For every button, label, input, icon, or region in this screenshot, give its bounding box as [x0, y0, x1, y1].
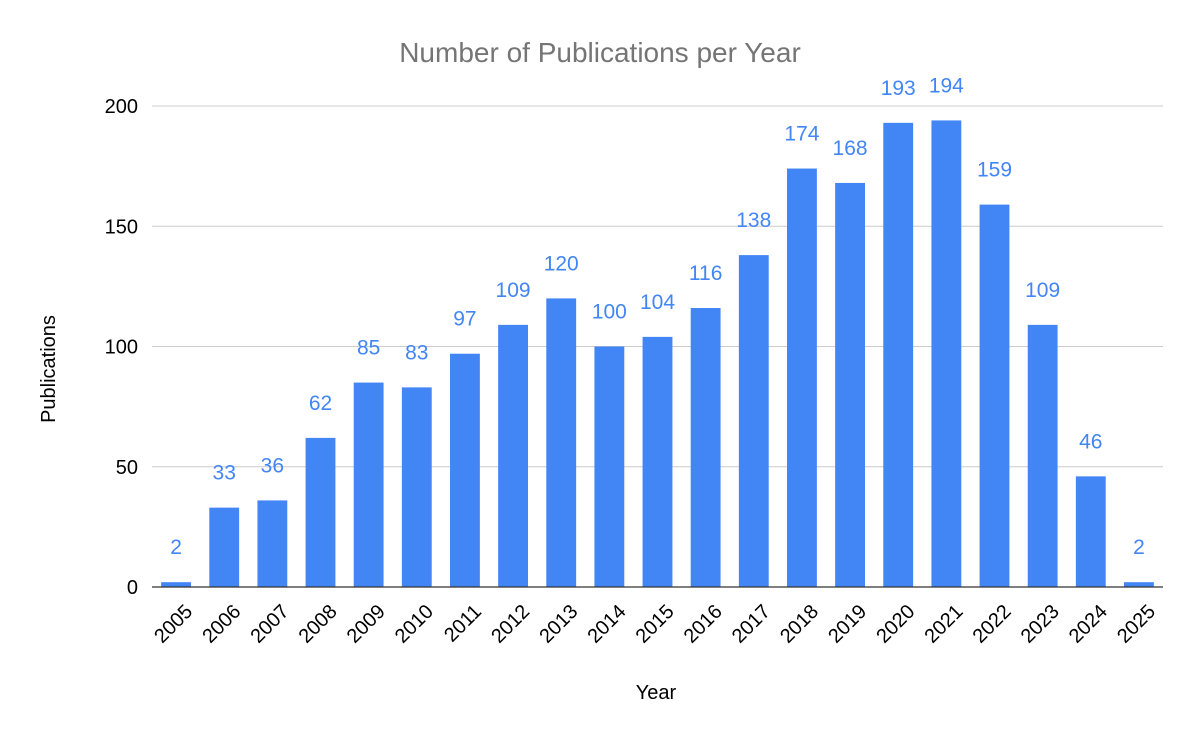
x-tick-label: 2016 — [680, 601, 727, 648]
bar-2011 — [450, 353, 480, 587]
data-label-2018: 174 — [784, 123, 819, 146]
x-tick-label: 2023 — [1017, 601, 1064, 648]
x-axis-label: Year — [636, 682, 677, 704]
bar-2008 — [305, 437, 336, 587]
data-label-2021: 194 — [929, 74, 964, 97]
x-tick-label: 2010 — [391, 601, 438, 648]
x-tick-label: 2006 — [198, 601, 245, 648]
x-tick-label: 2017 — [728, 601, 775, 648]
data-label-2015: 104 — [640, 291, 675, 314]
x-tick-label: 2015 — [632, 601, 679, 648]
data-label-2023: 109 — [1025, 279, 1060, 302]
x-tick-label: 2014 — [583, 601, 630, 648]
data-label-2010: 83 — [405, 341, 428, 364]
y-axis-ticks: 0 50 100 150 200 — [105, 96, 138, 599]
bar-2017 — [738, 255, 769, 588]
bar-2005 — [161, 582, 191, 587]
data-label-2024: 46 — [1079, 430, 1102, 453]
bar-2025 — [1124, 582, 1154, 587]
chart-title: Number of Publications per Year — [399, 37, 801, 68]
data-label-2008: 62 — [309, 392, 332, 415]
data-label-2013: 120 — [544, 252, 579, 275]
x-tick-label: 2020 — [872, 601, 919, 648]
bar-2010 — [401, 387, 432, 587]
bars — [161, 120, 1154, 588]
bar-2014 — [594, 346, 625, 587]
bar-2007 — [257, 500, 288, 587]
x-tick-label: 2013 — [535, 601, 582, 648]
bar-2015 — [642, 336, 673, 587]
data-label-2019: 168 — [833, 137, 868, 160]
data-label-2020: 193 — [881, 77, 916, 100]
bar-2018 — [787, 168, 817, 587]
x-tick-label: 2024 — [1065, 601, 1112, 648]
x-tick-label: 2018 — [776, 601, 823, 648]
x-tick-label: 2012 — [487, 601, 534, 648]
data-label-2006: 33 — [213, 462, 236, 485]
bar-2013 — [546, 298, 577, 587]
data-label-2025: 2 — [1133, 536, 1145, 559]
x-tick-label: 2005 — [150, 601, 197, 648]
data-label-2022: 159 — [977, 159, 1012, 182]
y-tick-label: 200 — [105, 96, 138, 118]
bar-2020 — [883, 122, 914, 588]
data-label-2016: 116 — [689, 262, 722, 285]
data-labels: 2 33 36 62 85 83 97 109 120 100 104 116 138 174 168 193… — [170, 74, 1145, 559]
data-label-2011: 97 — [453, 308, 476, 331]
bar-2012 — [498, 324, 528, 587]
data-label-2005: 2 — [170, 536, 182, 559]
x-tick-label: 2021 — [920, 601, 967, 648]
data-label-2009: 85 — [357, 337, 380, 360]
x-axis-ticks: 2005 2006 2007 2008 2009 2010 2011 2012 2013 2014… — [150, 601, 1160, 648]
data-label-2014: 100 — [592, 301, 627, 324]
bar-2023 — [1027, 324, 1058, 587]
bar-2016 — [690, 308, 721, 587]
x-tick-label: 2007 — [246, 601, 293, 648]
bar-2009 — [353, 382, 384, 587]
x-tick-label: 2019 — [824, 601, 871, 648]
x-tick-label: 2008 — [295, 601, 342, 648]
y-tick-label: 150 — [105, 216, 138, 238]
x-tick-label: 2022 — [969, 601, 1016, 648]
bar-2024 — [1075, 476, 1106, 587]
data-label-2012: 109 — [496, 279, 531, 302]
bar-2022 — [979, 204, 1010, 588]
x-tick-label: 2009 — [343, 601, 390, 648]
bar-2021 — [931, 120, 962, 588]
bar-2006 — [209, 507, 240, 587]
x-tick-label: 2025 — [1113, 601, 1160, 648]
data-label-2007: 36 — [261, 454, 284, 477]
x-tick-label: 2011 — [440, 601, 486, 647]
bar-2019 — [835, 182, 865, 587]
data-label-2017: 138 — [736, 209, 771, 232]
y-axis-label: Publications — [38, 315, 60, 423]
y-tick-label: 100 — [105, 337, 138, 359]
y-tick-label: 50 — [116, 457, 138, 479]
y-tick-label: 0 — [127, 577, 138, 599]
